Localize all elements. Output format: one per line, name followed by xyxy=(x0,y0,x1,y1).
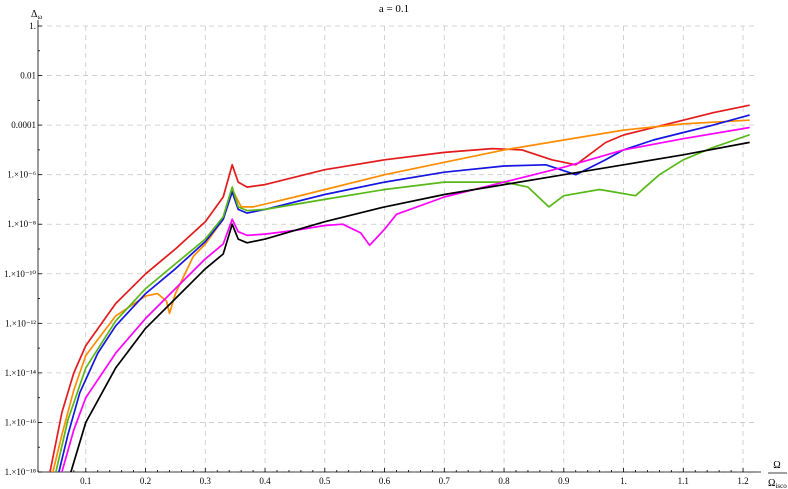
y-tick-label: 1.×10⁻¹² xyxy=(5,318,36,328)
series-line-4 xyxy=(55,134,750,472)
x-axis-label-numerator: Ω xyxy=(773,460,780,471)
y-tick-label: 1.×10⁻¹⁰ xyxy=(4,269,36,279)
series-line-3 xyxy=(58,114,750,472)
series-layer xyxy=(49,104,750,472)
x-tick-label: 0.1 xyxy=(80,476,91,486)
series-line-1 xyxy=(49,104,750,472)
x-tick-label: 1. xyxy=(620,476,627,486)
x-tick-label: 0.8 xyxy=(498,476,510,486)
y-tick-label: 1.×10⁻⁶ xyxy=(7,170,36,180)
y-tick-label: 1. xyxy=(29,21,36,31)
y-tick-label: 0.01 xyxy=(20,71,36,81)
series-line-2 xyxy=(52,119,750,472)
x-axis-label-denominator-sub: isco xyxy=(775,482,787,489)
grid-layer xyxy=(38,25,755,473)
y-tick-label: 1.×10⁻¹⁴ xyxy=(5,368,36,378)
x-axis-label-denominator-main: Ω xyxy=(768,478,775,489)
x-tick-label: 1.1 xyxy=(678,476,689,486)
y-tick-label: 1.×10⁻¹⁶ xyxy=(5,417,36,427)
chart-title: a = 0.1 xyxy=(379,3,409,15)
x-tick-label: 0.6 xyxy=(379,476,391,486)
x-tick-label: 0.7 xyxy=(439,476,451,486)
y-axis-label-main: Δ xyxy=(31,9,38,20)
x-axis-label-denominator: Ωisco xyxy=(768,478,787,489)
labels-layer: a = 0.1 Δω Ω Ωisco 0.1 0.2 0.3 0.4 0.5 0.6 0.7… xyxy=(4,3,787,489)
x-tick-label: 0.2 xyxy=(140,476,151,486)
x-tick-label: 0.4 xyxy=(259,476,271,486)
x-tick-label: 0.5 xyxy=(319,476,331,486)
x-tick-label: 0.3 xyxy=(200,476,212,486)
y-tick-label: 1.×10⁻⁸ xyxy=(7,219,36,229)
x-axis-label: Ω Ωisco xyxy=(768,460,787,489)
axes-layer xyxy=(37,20,761,473)
series-line-6 xyxy=(70,141,750,472)
x-tick-label: 0.9 xyxy=(558,476,570,486)
y-tick-label: 0.0001 xyxy=(11,120,36,130)
y-tick-label: 1.×10⁻¹⁸ xyxy=(5,467,36,477)
y-axis-label-sub: ω xyxy=(37,13,42,21)
y-axis-label: Δω xyxy=(31,9,42,21)
x-tick-label: 1.2 xyxy=(737,476,748,486)
